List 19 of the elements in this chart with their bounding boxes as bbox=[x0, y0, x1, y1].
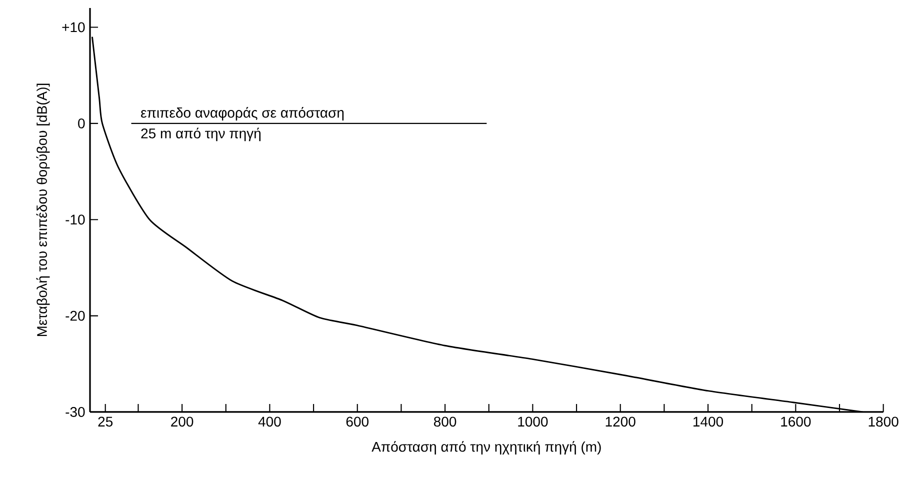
ref-line-label: επιπεδο αναφοράς σε απόσταση bbox=[141, 107, 344, 120]
x-tick-label: 1200 bbox=[606, 416, 636, 427]
y-tick-label: -30 bbox=[66, 407, 85, 417]
y-axis-title: Μεταβολή του επιπέδου θορύβου [dB(A)] bbox=[36, 84, 50, 336]
x-tick-label: 1000 bbox=[518, 416, 548, 427]
y-tick-label: 0 bbox=[78, 118, 85, 128]
y-tick-label: +10 bbox=[62, 22, 85, 32]
x-tick-label: 800 bbox=[434, 416, 456, 427]
x-tick-label: 200 bbox=[171, 416, 194, 427]
x-axis-title: Απόσταση από την ηχητική πηγή (m) bbox=[372, 441, 601, 455]
x-tick-label: 1800 bbox=[868, 416, 898, 427]
y-tick-label: -10 bbox=[66, 214, 85, 225]
annotation: 25 m από την πηγή bbox=[141, 128, 260, 142]
x-tick-label: 600 bbox=[346, 416, 368, 427]
y-tick-label: -20 bbox=[66, 310, 85, 321]
x-tick-label: 25 bbox=[98, 416, 113, 427]
x-tick-label: 1400 bbox=[694, 416, 724, 427]
x-tick-label: 400 bbox=[258, 416, 281, 427]
x-tick-label: 1600 bbox=[781, 416, 811, 427]
